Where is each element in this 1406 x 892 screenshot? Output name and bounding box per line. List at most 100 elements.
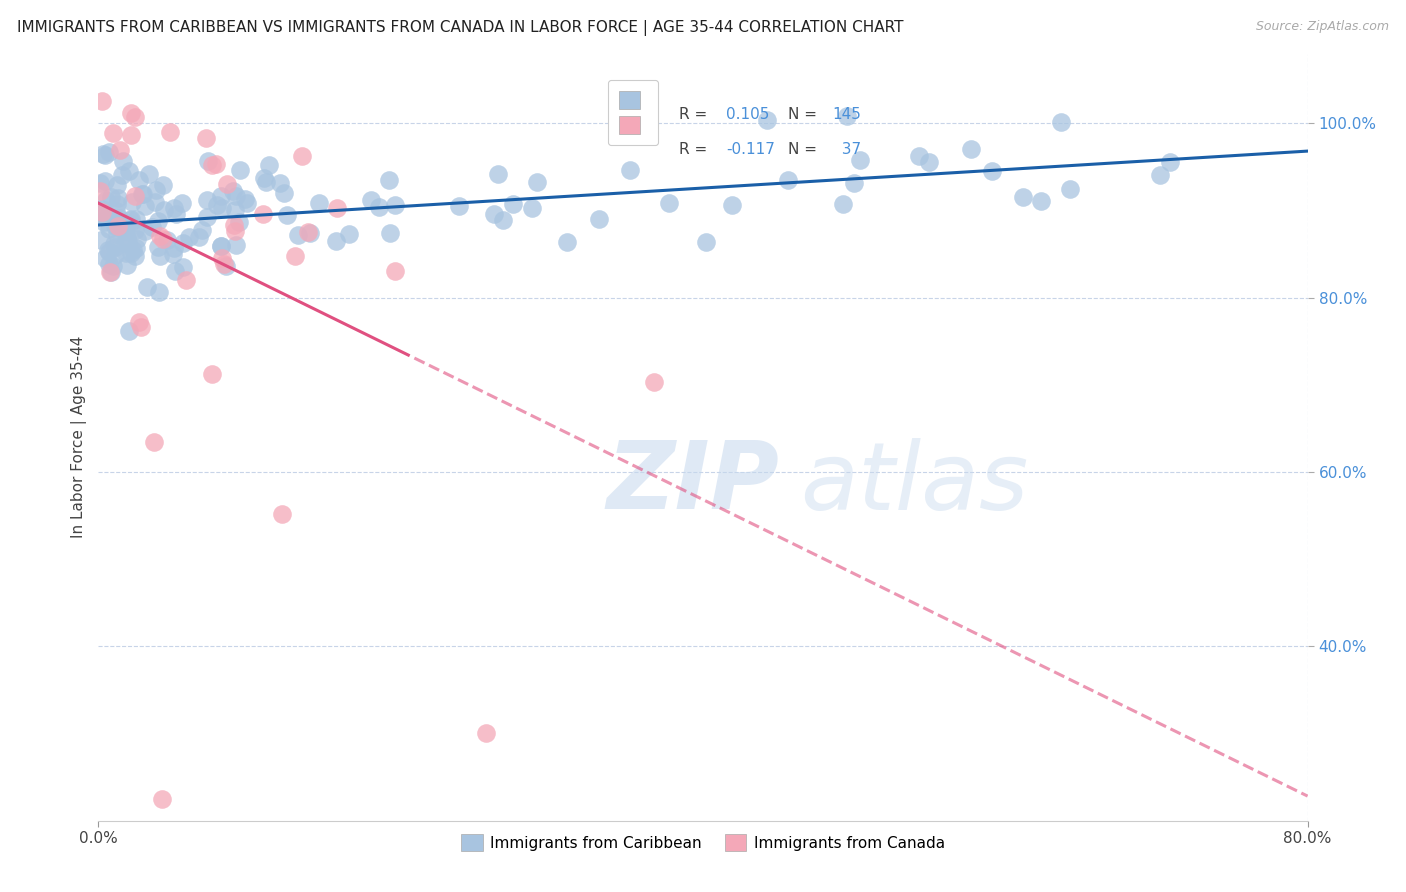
Point — [253, 171, 276, 186]
Point — [90, 95, 112, 109]
Point — [120, 213, 142, 227]
Point — [124, 189, 146, 203]
Point — [105, 178, 128, 193]
Text: ZIP: ZIP — [606, 437, 779, 529]
Point — [105, 227, 128, 241]
Point — [384, 198, 406, 212]
Point — [252, 207, 274, 221]
Point — [378, 173, 401, 187]
Point — [153, 202, 176, 217]
Point — [94, 174, 117, 188]
Point — [367, 200, 389, 214]
Point — [195, 131, 218, 145]
Point — [97, 210, 120, 224]
Point — [276, 208, 298, 222]
Point — [907, 149, 929, 163]
Point — [643, 376, 665, 390]
Point — [98, 244, 121, 259]
Point — [87, 207, 110, 221]
Point — [284, 249, 307, 263]
Point — [118, 217, 141, 231]
Point — [108, 216, 131, 230]
Point — [981, 164, 1004, 178]
Point — [162, 246, 184, 260]
Point — [120, 106, 142, 120]
Point — [1149, 168, 1171, 182]
Point — [849, 153, 872, 167]
Point — [108, 143, 131, 157]
Point — [120, 212, 142, 227]
Point — [107, 219, 129, 233]
Point — [127, 231, 149, 245]
Point — [1012, 190, 1035, 204]
Point — [619, 162, 641, 177]
Text: N =: N = — [787, 142, 821, 157]
Point — [145, 183, 167, 197]
Point — [172, 235, 194, 250]
Point — [117, 324, 139, 338]
Point — [273, 186, 295, 200]
Point — [257, 158, 280, 172]
Point — [195, 210, 218, 224]
Point — [131, 187, 153, 202]
Point — [254, 175, 277, 189]
Point — [91, 202, 114, 217]
Point — [163, 264, 186, 278]
Point — [474, 726, 496, 740]
Point — [297, 225, 319, 239]
Point — [211, 202, 233, 216]
Point — [222, 184, 245, 198]
Point — [121, 243, 143, 257]
Point — [299, 226, 322, 240]
Point — [115, 258, 138, 272]
Point — [98, 222, 121, 236]
Point — [148, 214, 170, 228]
Point — [117, 163, 139, 178]
Point — [484, 207, 506, 221]
Point — [93, 147, 115, 161]
Point — [201, 368, 224, 382]
Text: R =: R = — [679, 107, 711, 122]
Point — [142, 435, 165, 450]
Point — [115, 217, 138, 231]
Point — [721, 198, 744, 212]
Point — [156, 233, 179, 247]
Point — [163, 241, 186, 255]
Point — [287, 228, 309, 243]
Text: -0.117: -0.117 — [725, 142, 775, 157]
Point — [131, 319, 153, 334]
Text: atlas: atlas — [800, 438, 1028, 529]
Point — [165, 207, 187, 221]
Point — [225, 189, 247, 203]
Point — [135, 280, 157, 294]
Point — [832, 197, 855, 211]
Point — [108, 211, 131, 225]
Point — [520, 201, 543, 215]
Point — [124, 222, 146, 236]
Point — [150, 792, 173, 806]
Point — [177, 229, 200, 244]
Point — [197, 153, 219, 168]
Point — [108, 217, 131, 231]
Point — [124, 111, 146, 125]
Point — [205, 157, 228, 171]
Point — [842, 177, 865, 191]
Point — [104, 219, 127, 233]
Point — [224, 203, 246, 218]
Point — [269, 176, 291, 190]
Point — [291, 149, 314, 163]
Point — [149, 229, 172, 244]
Point — [215, 259, 238, 273]
Point — [492, 213, 515, 227]
Point — [228, 215, 250, 229]
Point — [111, 154, 134, 169]
Point — [502, 197, 524, 211]
Point — [128, 315, 150, 329]
Point — [837, 109, 859, 123]
Text: IMMIGRANTS FROM CARIBBEAN VS IMMIGRANTS FROM CANADA IN LABOR FORCE | AGE 35-44 C: IMMIGRANTS FROM CARIBBEAN VS IMMIGRANTS … — [17, 20, 904, 36]
Point — [115, 231, 138, 245]
Text: R =: R = — [679, 142, 711, 157]
Text: 145: 145 — [832, 107, 862, 122]
Point — [152, 232, 174, 246]
Point — [98, 145, 121, 159]
